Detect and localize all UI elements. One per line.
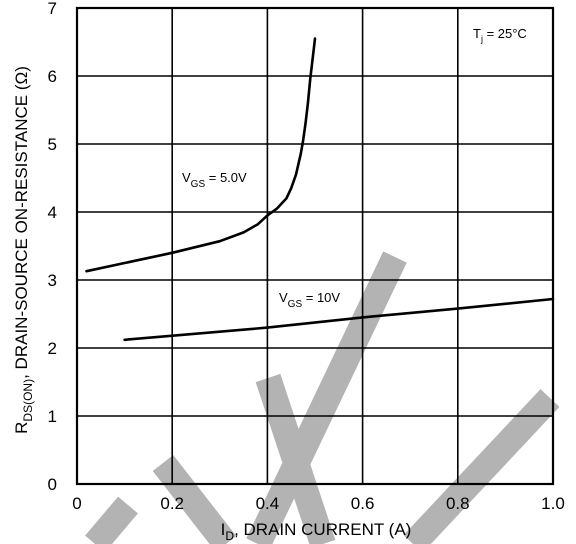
y-tick-label: 6 — [48, 67, 57, 86]
series-label-0: VGS = 5.0V — [182, 170, 247, 190]
plot-frame — [75, 6, 555, 486]
x-tick-label: 0.4 — [256, 494, 280, 513]
series-label-1: VGS = 10V — [279, 290, 340, 310]
watermark-stroke-2 — [85, 496, 138, 544]
watermark — [85, 251, 560, 544]
series-line-0 — [85, 37, 317, 273]
watermark-stroke-4 — [403, 389, 560, 544]
x-tick-label: 0 — [72, 494, 81, 513]
y-axis-title: RDS(ON), DRAIN-SOURCE ON-RESISTANCE (Ω) — [12, 66, 35, 434]
y-tick-labels: 0 1 2 3 4 5 6 7 — [48, 0, 57, 494]
watermark-stroke-0 — [246, 251, 407, 544]
x-tick-label: 0.2 — [160, 494, 184, 513]
x-axis-title: ID, DRAIN CURRENT (A) — [221, 520, 412, 543]
x-tick-label: 1.0 — [541, 494, 565, 513]
y-tick-label: 1 — [48, 407, 57, 426]
y-tick-label: 5 — [48, 135, 57, 154]
x-tick-label: 0.8 — [446, 494, 470, 513]
x-tick-labels: 0 0.2 0.4 0.6 0.8 1.0 — [72, 494, 565, 513]
y-tick-label: 2 — [48, 339, 57, 358]
y-tick-label: 3 — [48, 271, 57, 290]
plot-border — [75, 6, 555, 486]
y-tick-label: 7 — [48, 0, 57, 18]
series-lines — [85, 37, 555, 342]
x-tick-label: 0.6 — [351, 494, 375, 513]
series-line-1 — [123, 297, 555, 342]
watermark-stroke-1 — [152, 455, 237, 544]
temperature-annotation: Tj = 25°C — [473, 26, 527, 44]
y-tick-label: 0 — [48, 475, 57, 494]
watermark-stroke-3 — [255, 373, 336, 544]
chart-labels: ID, DRAIN CURRENT (A) RDS(ON), DRAIN-SOUR… — [12, 26, 527, 543]
y-tick-label: 4 — [48, 203, 57, 222]
